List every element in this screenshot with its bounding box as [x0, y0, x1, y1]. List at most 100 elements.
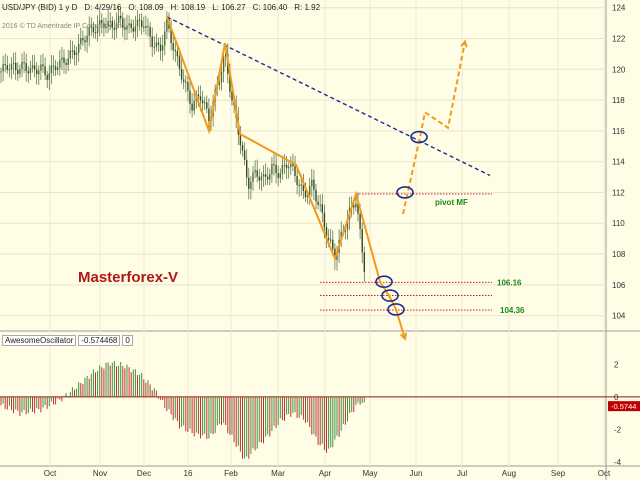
x-tick-label: Jun [410, 469, 423, 478]
candle-body [40, 64, 42, 71]
candle-body [222, 56, 225, 73]
pattern-lines [166, 16, 468, 341]
candle-body [271, 164, 273, 175]
x-tick-label: Feb [224, 469, 238, 478]
projected-path [402, 41, 466, 215]
candle-body [149, 26, 151, 37]
candle-body [109, 20, 111, 22]
candle-body [132, 28, 134, 32]
oscillator-param: 0 [122, 335, 133, 346]
candle-body [294, 166, 296, 176]
candle-body [325, 227, 328, 239]
candle-body [319, 204, 321, 206]
candle-body [164, 31, 166, 46]
candle-body [96, 25, 99, 33]
candle-body [357, 203, 359, 214]
y-axis: 104 106 108 110 112 114 116 118 120 122 124 [612, 4, 626, 321]
candle-body [151, 36, 153, 47]
candle-body [84, 40, 86, 43]
candle-body [256, 170, 258, 177]
candle-body [19, 69, 21, 74]
candle-body [80, 38, 82, 44]
level-label: 106.16 [497, 278, 522, 287]
x-tick-label: Oct [598, 469, 611, 478]
y-tick-label: 114 [612, 158, 625, 167]
last-value-text: -0.5744 [611, 402, 636, 411]
arrowhead [400, 332, 408, 341]
candle-body [147, 25, 149, 27]
symbol-label[interactable]: USD/JPY (BID) 1 y D [2, 3, 78, 12]
y-tick-label: 118 [612, 96, 625, 105]
levels: pivot MF 106.16 104.36 [320, 193, 525, 315]
candle-body [239, 134, 242, 146]
candle-body [36, 69, 38, 75]
open-label: O: 108.09 [128, 3, 164, 12]
candle-body [353, 205, 355, 208]
candle-body [86, 35, 88, 43]
high-label: H: 108.19 [170, 3, 206, 12]
x-axis: Oct Nov Dec 16 Feb Mar Apr May Jun Jul Aug Sep Oct [44, 469, 611, 478]
candle-body [174, 50, 176, 52]
candle-body [258, 176, 260, 181]
candle-body [304, 190, 307, 198]
candle-body [10, 63, 13, 70]
candle-body [138, 19, 141, 21]
osc-tick-label: -4 [614, 458, 622, 467]
x-tick-label: Dec [137, 469, 151, 478]
candle-body [273, 164, 275, 166]
candle-body [103, 23, 105, 29]
candle-body [359, 213, 361, 230]
candle-body [117, 15, 120, 23]
candle-body [115, 22, 118, 30]
candle-body [17, 69, 19, 74]
oscillator-name[interactable]: AwesomeOscillator [2, 335, 77, 346]
circles [375, 130, 428, 316]
candle-body [275, 164, 277, 174]
candle-body [141, 20, 143, 27]
candle-body [78, 43, 80, 53]
candle-body [90, 26, 92, 28]
candle-body [218, 82, 221, 86]
candle-body [170, 28, 172, 44]
candle-body [134, 26, 137, 32]
y-tick-label: 104 [612, 312, 626, 321]
arrowhead [460, 39, 468, 48]
candle-body [15, 62, 17, 70]
candle-body [172, 43, 174, 51]
osc-tick-label: -2 [614, 425, 622, 434]
candle-body [187, 82, 189, 91]
candle-body [23, 62, 25, 64]
target-circle [375, 275, 393, 289]
candle-body [180, 68, 183, 80]
candle-body [241, 145, 244, 151]
candle-body [71, 50, 74, 52]
candle-body [128, 23, 130, 26]
candle-body [113, 27, 116, 30]
candle-body [38, 70, 40, 75]
x-tick-label: Oct [44, 469, 57, 478]
candle-body [44, 66, 46, 76]
candle-body [334, 248, 336, 261]
candle-body [311, 179, 313, 187]
candle-body [29, 68, 32, 74]
candle-body [321, 204, 323, 213]
candle-body [199, 96, 202, 101]
candle-body [46, 75, 48, 80]
candle-body [67, 58, 69, 65]
x-tick-label: Aug [502, 469, 516, 478]
candle-body [340, 231, 342, 240]
candle-body [162, 45, 164, 51]
level-label: 104.36 [500, 306, 525, 315]
candle-body [73, 50, 76, 55]
candle-body [260, 176, 263, 181]
candle-body [254, 170, 256, 173]
candle-body [54, 66, 57, 70]
candle-body [197, 94, 200, 97]
candle-body [101, 20, 103, 24]
candle-body [220, 72, 223, 83]
candle-body [0, 71, 2, 73]
candle-body [4, 64, 6, 66]
candle-body [159, 44, 162, 51]
y-tick-label: 112 [612, 188, 625, 197]
